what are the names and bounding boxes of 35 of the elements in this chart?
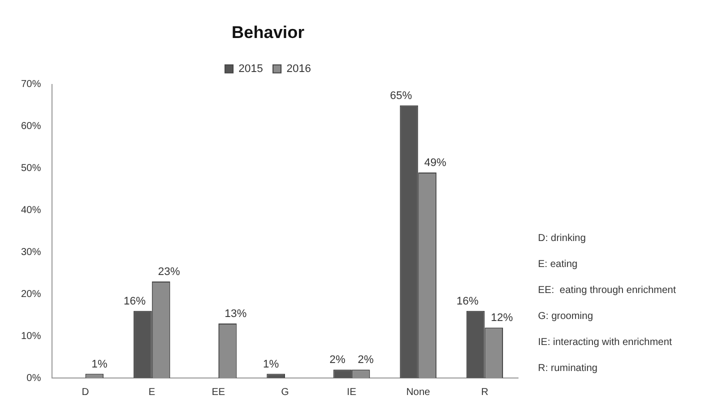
legend-label: 2015 <box>238 62 264 75</box>
y-tick-label: 10% <box>21 330 42 342</box>
text: G: grooming <box>538 310 594 322</box>
text: D: drinking <box>538 232 586 244</box>
data-label: 2% <box>358 354 374 366</box>
y-tick-label: 60% <box>21 121 42 132</box>
x-tick-label: G <box>281 386 290 398</box>
text: R: ruminating <box>538 362 598 374</box>
x-tick-label: IE <box>346 386 357 398</box>
y-tick-label: 50% <box>21 163 42 174</box>
text: E: eating <box>538 258 578 270</box>
data-label: 13% <box>224 308 247 320</box>
y-tick-label: 0% <box>26 372 42 384</box>
legend-label: 2016 <box>286 62 311 75</box>
data-label: 16% <box>124 295 146 308</box>
text: EE: eating through enrichment <box>538 284 676 296</box>
x-tick-label: None <box>406 386 431 398</box>
text: IE: interacting with enrichment <box>538 336 672 348</box>
y-tick-label: 30% <box>21 246 42 258</box>
data-label: 23% <box>158 266 180 278</box>
y-tick-label: 20% <box>21 288 42 300</box>
data-label: 1% <box>91 358 108 370</box>
data-label: 65% <box>390 90 412 102</box>
x-tick-label: EE <box>212 386 226 398</box>
data-label: 12% <box>490 312 514 324</box>
x-tick-label: R <box>481 386 488 398</box>
chart-title: Behavior <box>232 22 305 42</box>
y-tick-label: 40% <box>21 204 42 216</box>
data-label: 16% <box>456 295 479 308</box>
y-tick-label: 70% <box>21 79 42 90</box>
data-label: 1% <box>262 358 280 370</box>
data-label: 2% <box>330 354 346 366</box>
x-tick-label: E <box>148 386 156 398</box>
data-label: 49% <box>424 157 447 170</box>
x-tick-label: D <box>82 386 89 398</box>
